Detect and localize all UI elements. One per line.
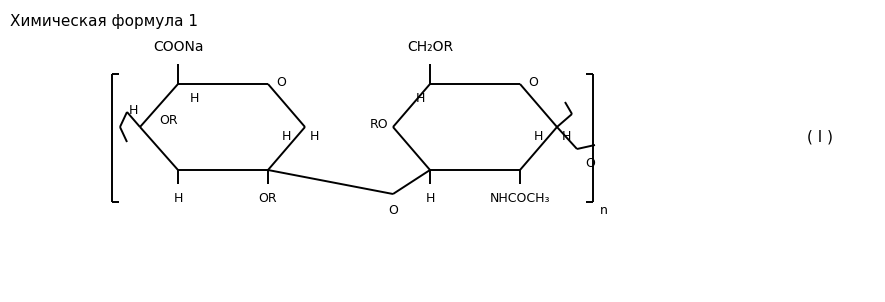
Text: H: H — [281, 130, 291, 143]
Text: CH₂OR: CH₂OR — [407, 40, 453, 54]
Text: H: H — [310, 130, 319, 143]
Text: O: O — [585, 157, 595, 170]
Text: n: n — [600, 204, 608, 217]
Text: H: H — [173, 192, 182, 205]
Text: COONa: COONa — [153, 40, 204, 54]
Text: H: H — [562, 130, 572, 143]
Text: H: H — [190, 92, 199, 105]
Text: H: H — [534, 130, 543, 143]
Text: Химическая формула 1: Химическая формула 1 — [10, 14, 198, 29]
Text: H: H — [128, 104, 138, 117]
Text: OR: OR — [159, 114, 178, 127]
Text: H: H — [416, 92, 425, 105]
Text: O: O — [388, 204, 398, 217]
Text: RO: RO — [369, 118, 388, 131]
Text: OR: OR — [258, 192, 277, 205]
Text: NHCOCH₃: NHCOCH₃ — [489, 192, 550, 205]
Text: O: O — [528, 76, 538, 88]
Text: H: H — [426, 192, 435, 205]
Text: ( I ): ( I ) — [807, 130, 833, 144]
Text: O: O — [276, 76, 286, 88]
